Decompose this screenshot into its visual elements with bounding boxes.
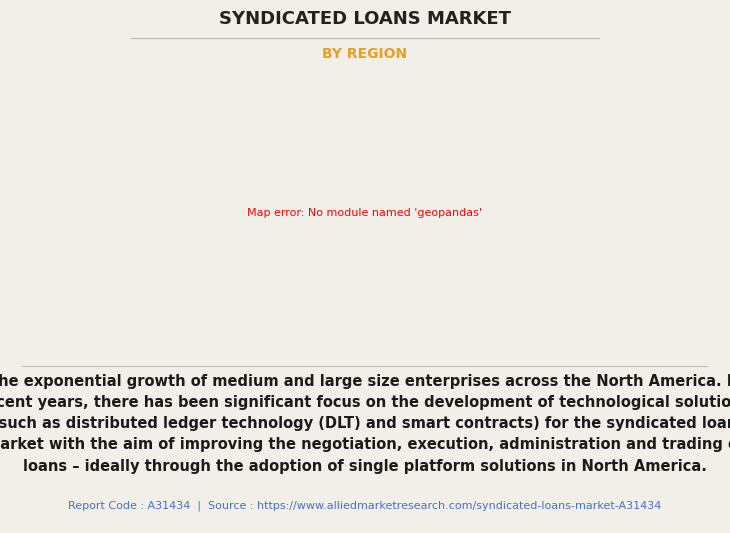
Text: BY REGION: BY REGION (323, 47, 407, 61)
Text: The exponential growth of medium and large size enterprises across the North Ame: The exponential growth of medium and lar… (0, 374, 730, 389)
Text: loans – ideally through the adoption of single platform solutions in North Ameri: loans – ideally through the adoption of … (23, 459, 707, 474)
Text: Map error: No module named 'geopandas': Map error: No module named 'geopandas' (247, 208, 483, 218)
Text: Report Code : A31434  |  Source : https://www.alliedmarketresearch.com/syndicate: Report Code : A31434 | Source : https://… (69, 500, 661, 511)
Text: SYNDICATED LOANS MARKET: SYNDICATED LOANS MARKET (219, 11, 511, 28)
Text: recent years, there has been significant focus on the development of technologic: recent years, there has been significant… (0, 395, 730, 410)
Text: (such as distributed ledger technology (DLT) and smart contracts) for the syndic: (such as distributed ledger technology (… (0, 416, 730, 431)
Text: market with the aim of improving the negotiation, execution, administration and : market with the aim of improving the neg… (0, 438, 730, 453)
